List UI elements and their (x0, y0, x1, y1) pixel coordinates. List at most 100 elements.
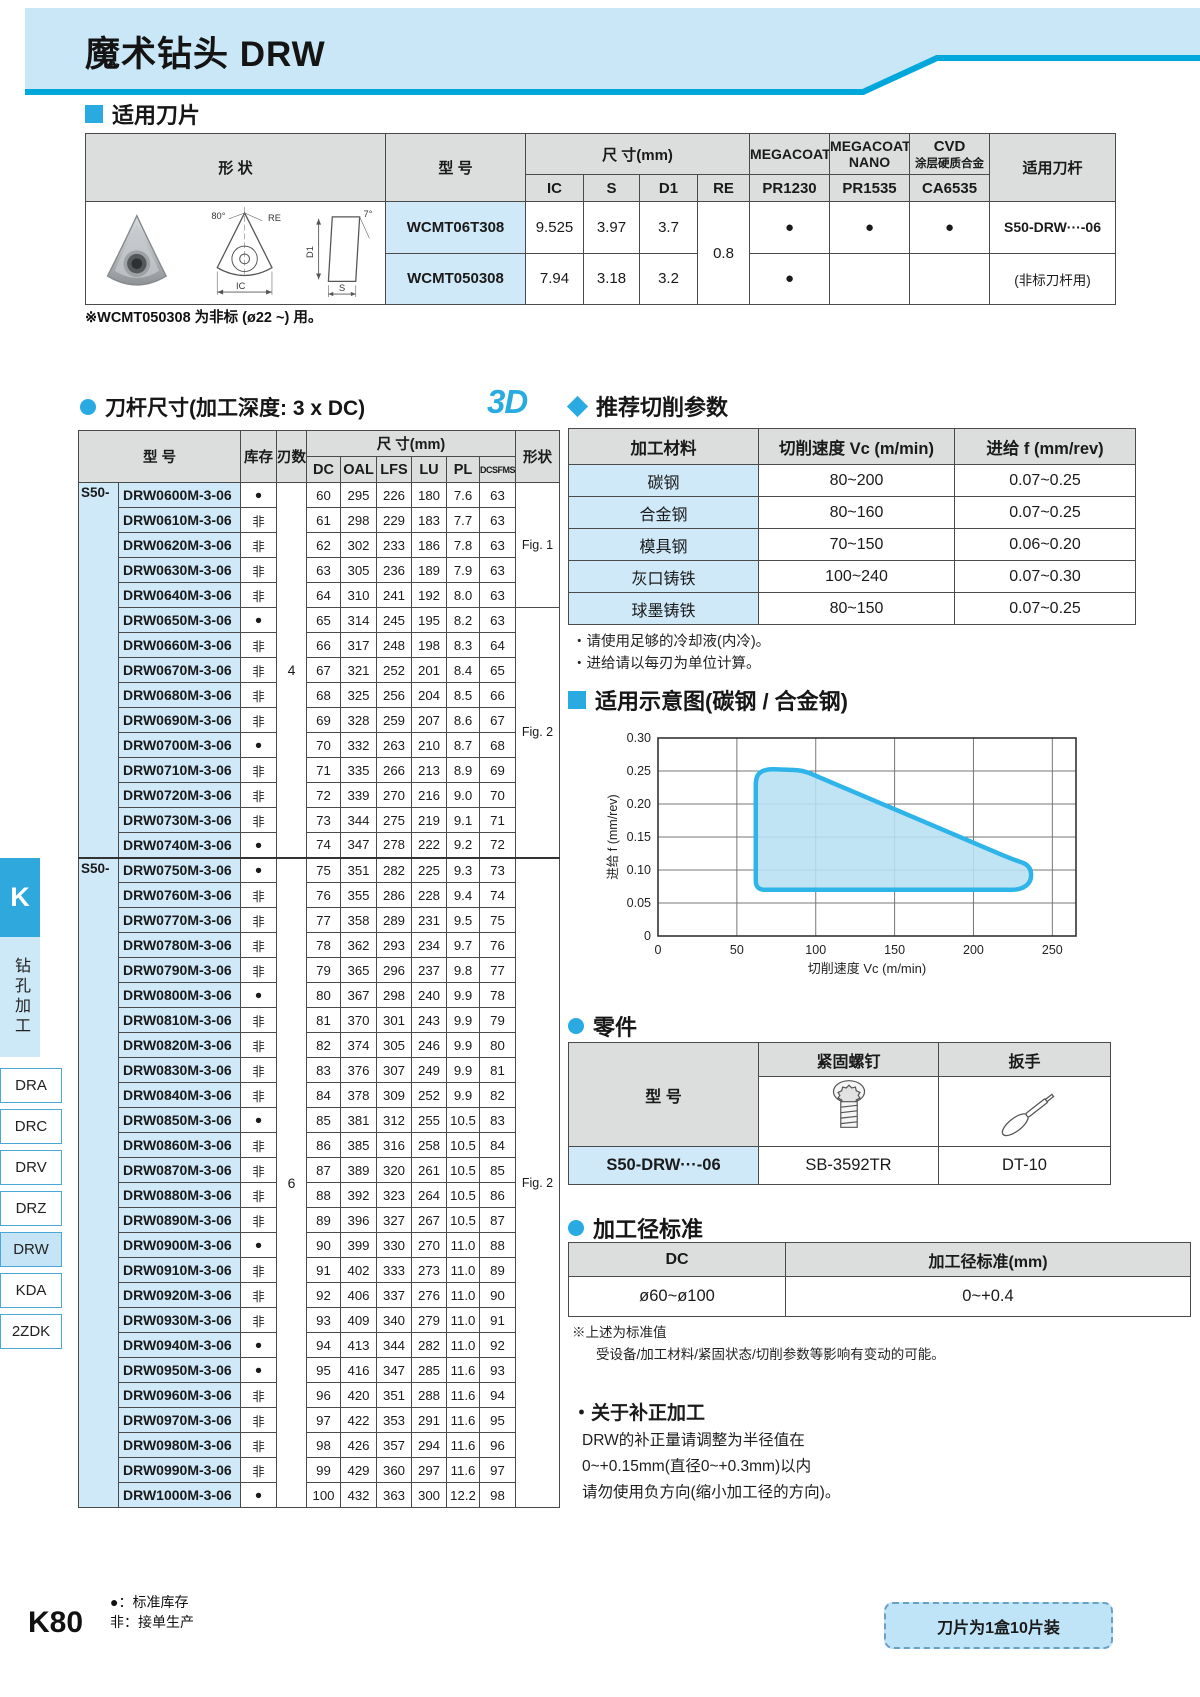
stock-status: ● (240, 732, 277, 758)
holder-row: DRW0650M-3-06 ● 65 314 245 195 8.2 63 Fig. 2 (79, 607, 561, 858)
sidebar-item-kda: KDA (0, 1273, 62, 1308)
cutting-row: 球墨铸铁 80~150 0.07~0.25 (568, 592, 1136, 625)
holder-model: DRW0720M-3-06 (118, 782, 241, 808)
dim-dcsfms: 64 (478, 632, 517, 658)
dim-lfs: 312 (376, 1107, 412, 1133)
col-head-ca6535: CA6535 (909, 174, 991, 202)
dim-oal: 335 (340, 757, 377, 783)
wrench-icon (938, 1076, 1111, 1147)
svg-text:0.05: 0.05 (627, 896, 651, 910)
dim-pl: 8.0 (446, 582, 480, 608)
col-head-feed: 进给 f (mm/rev) (954, 428, 1136, 465)
dim-pl: 7.8 (446, 532, 480, 558)
dim-lu: 285 (411, 1357, 447, 1383)
cutting-speed: 80~150 (758, 592, 955, 625)
dim-dc: 68 (306, 682, 341, 708)
holder-row: DRW0730M-3-06 非 73 344 275 219 9.1 71 (79, 807, 560, 833)
stock-status: 非 (240, 1282, 277, 1308)
holder-model: DRW0650M-3-06 (118, 607, 241, 633)
dim-oal: 317 (340, 632, 377, 658)
dim-dc: 73 (306, 807, 341, 833)
stock-status: 非 (240, 1057, 277, 1083)
dim-oal: 399 (340, 1232, 377, 1258)
dim-pl: 11.6 (446, 1382, 480, 1408)
stock-status: 非 (240, 657, 277, 683)
insert-s: 3.97 (583, 201, 640, 254)
insert-model: WCMT050308 (385, 252, 526, 305)
stock-status: 非 (240, 807, 277, 833)
dim-dc: 81 (306, 1007, 341, 1033)
sidebar-tab-k: K (0, 858, 40, 937)
insert-photo (106, 214, 168, 286)
dim-pl: 7.6 (446, 482, 480, 508)
dim-dcsfms: 85 (478, 1157, 517, 1183)
dim-oal: 422 (340, 1407, 377, 1433)
col-head-pr1535: PR1535 (829, 174, 911, 202)
label-angle-80: 80° (211, 211, 225, 221)
dim-dcsfms: 90 (478, 1282, 517, 1308)
dim-dcsfms: 78 (478, 982, 517, 1008)
holder-row: DRW0930M-3-06 非 93 409 340 279 11.0 91 (79, 1307, 560, 1333)
dim-lfs: 309 (376, 1082, 412, 1108)
insert-holder: (非标刀杆用) (989, 252, 1117, 305)
holder-model: DRW0870M-3-06 (118, 1157, 241, 1183)
dim-pl: 8.6 (446, 707, 480, 733)
dim-pl: 9.9 (446, 1032, 480, 1058)
dim-dc: 74 (306, 832, 341, 858)
feed-rate: 0.07~0.30 (954, 560, 1136, 593)
dim-lu: 246 (411, 1032, 447, 1058)
dim-pl: 12.2 (446, 1482, 480, 1508)
stock-status: 非 (240, 557, 277, 583)
dim-lu: 204 (411, 682, 447, 708)
dim-lu: 243 (411, 1007, 447, 1033)
correction-body: DRW的补正量请调整为半径值在 0~+0.15mm(直径0~+0.3mm)以内 … (582, 1428, 840, 1506)
dia-range: ø60~ø100 (568, 1276, 786, 1317)
dim-lu: 210 (411, 732, 447, 758)
holder-row: DRW0970M-3-06 非 97 422 353 291 11.6 95 (79, 1407, 560, 1433)
holder-model: DRW0610M-3-06 (118, 507, 241, 533)
holder-model: DRW0760M-3-06 (118, 882, 241, 908)
dim-dc: 64 (306, 582, 341, 608)
dim-lfs: 296 (376, 957, 412, 983)
stock-status: 非 (240, 882, 277, 908)
holder-row: DRW0810M-3-06 非 81 370 301 243 9.9 79 (79, 1007, 560, 1033)
dim-lu: 207 (411, 707, 447, 733)
dim-dcsfms: 67 (478, 707, 517, 733)
col-head-re: RE (696, 174, 751, 202)
shape-fig: Fig. 2 (515, 607, 561, 858)
correction-line: DRW的补正量请调整为半径值在 (582, 1432, 805, 1449)
holder-row: DRW0760M-3-06 非 76 355 286 228 9.4 74 (79, 882, 560, 908)
holder-model: DRW0910M-3-06 (118, 1257, 241, 1283)
stock-legend: ●：标准库存 非：接单生产 (110, 1592, 194, 1632)
label-re: RE (268, 213, 281, 223)
dim-pl: 11.6 (446, 1457, 480, 1483)
stock-status: 非 (240, 757, 277, 783)
holder-model: DRW0790M-3-06 (118, 957, 241, 983)
dim-lu: 258 (411, 1132, 447, 1158)
stock-status: 非 (240, 1082, 277, 1108)
chart-plot-area: 0 50 100 150 200 250 0 0.05 0.10 0.15 0.20 0.25 0.30 (627, 731, 1077, 957)
stock-status: ● (240, 1357, 277, 1383)
dim-lu: 273 (411, 1257, 447, 1283)
insert-d1: 3.7 (639, 201, 698, 254)
holder-row: DRW0960M-3-06 非 96 420 351 288 11.6 94 (79, 1382, 560, 1408)
dim-pl: 11.0 (446, 1257, 480, 1283)
holder-table: 型 号 库存 刃数 尺 寸(mm) 形状 DC OAL LFS LU PL DC… (78, 430, 561, 1508)
holder-row: DRW0770M-3-06 非 77 358 289 231 9.5 75 (79, 907, 560, 933)
holder-model: DRW0640M-3-06 (118, 582, 241, 608)
holder-row: DRW0990M-3-06 非 99 429 360 297 11.6 97 (79, 1457, 560, 1483)
holder-row: DRW0900M-3-06 ● 90 399 330 270 11.0 88 (79, 1232, 560, 1258)
holder-model: DRW0740M-3-06 (118, 832, 241, 858)
page-title: 魔术钻头 DRW (85, 35, 326, 74)
dim-lu: 213 (411, 757, 447, 783)
legend-made-to-order: 非：接单生产 (110, 1614, 194, 1630)
cutting-speed: 100~240 (758, 560, 955, 593)
dim-dc: 85 (306, 1107, 341, 1133)
stock-status: ● (240, 832, 277, 858)
stock-status: 非 (240, 682, 277, 708)
holder-row: DRW0950M-3-06 ● 95 416 347 285 11.6 93 (79, 1357, 560, 1383)
correction-title: ・关于补正加工 (572, 1403, 706, 1424)
dim-dc: 72 (306, 782, 341, 808)
holder-model: DRW0680M-3-06 (118, 682, 241, 708)
dim-dc: 79 (306, 957, 341, 983)
